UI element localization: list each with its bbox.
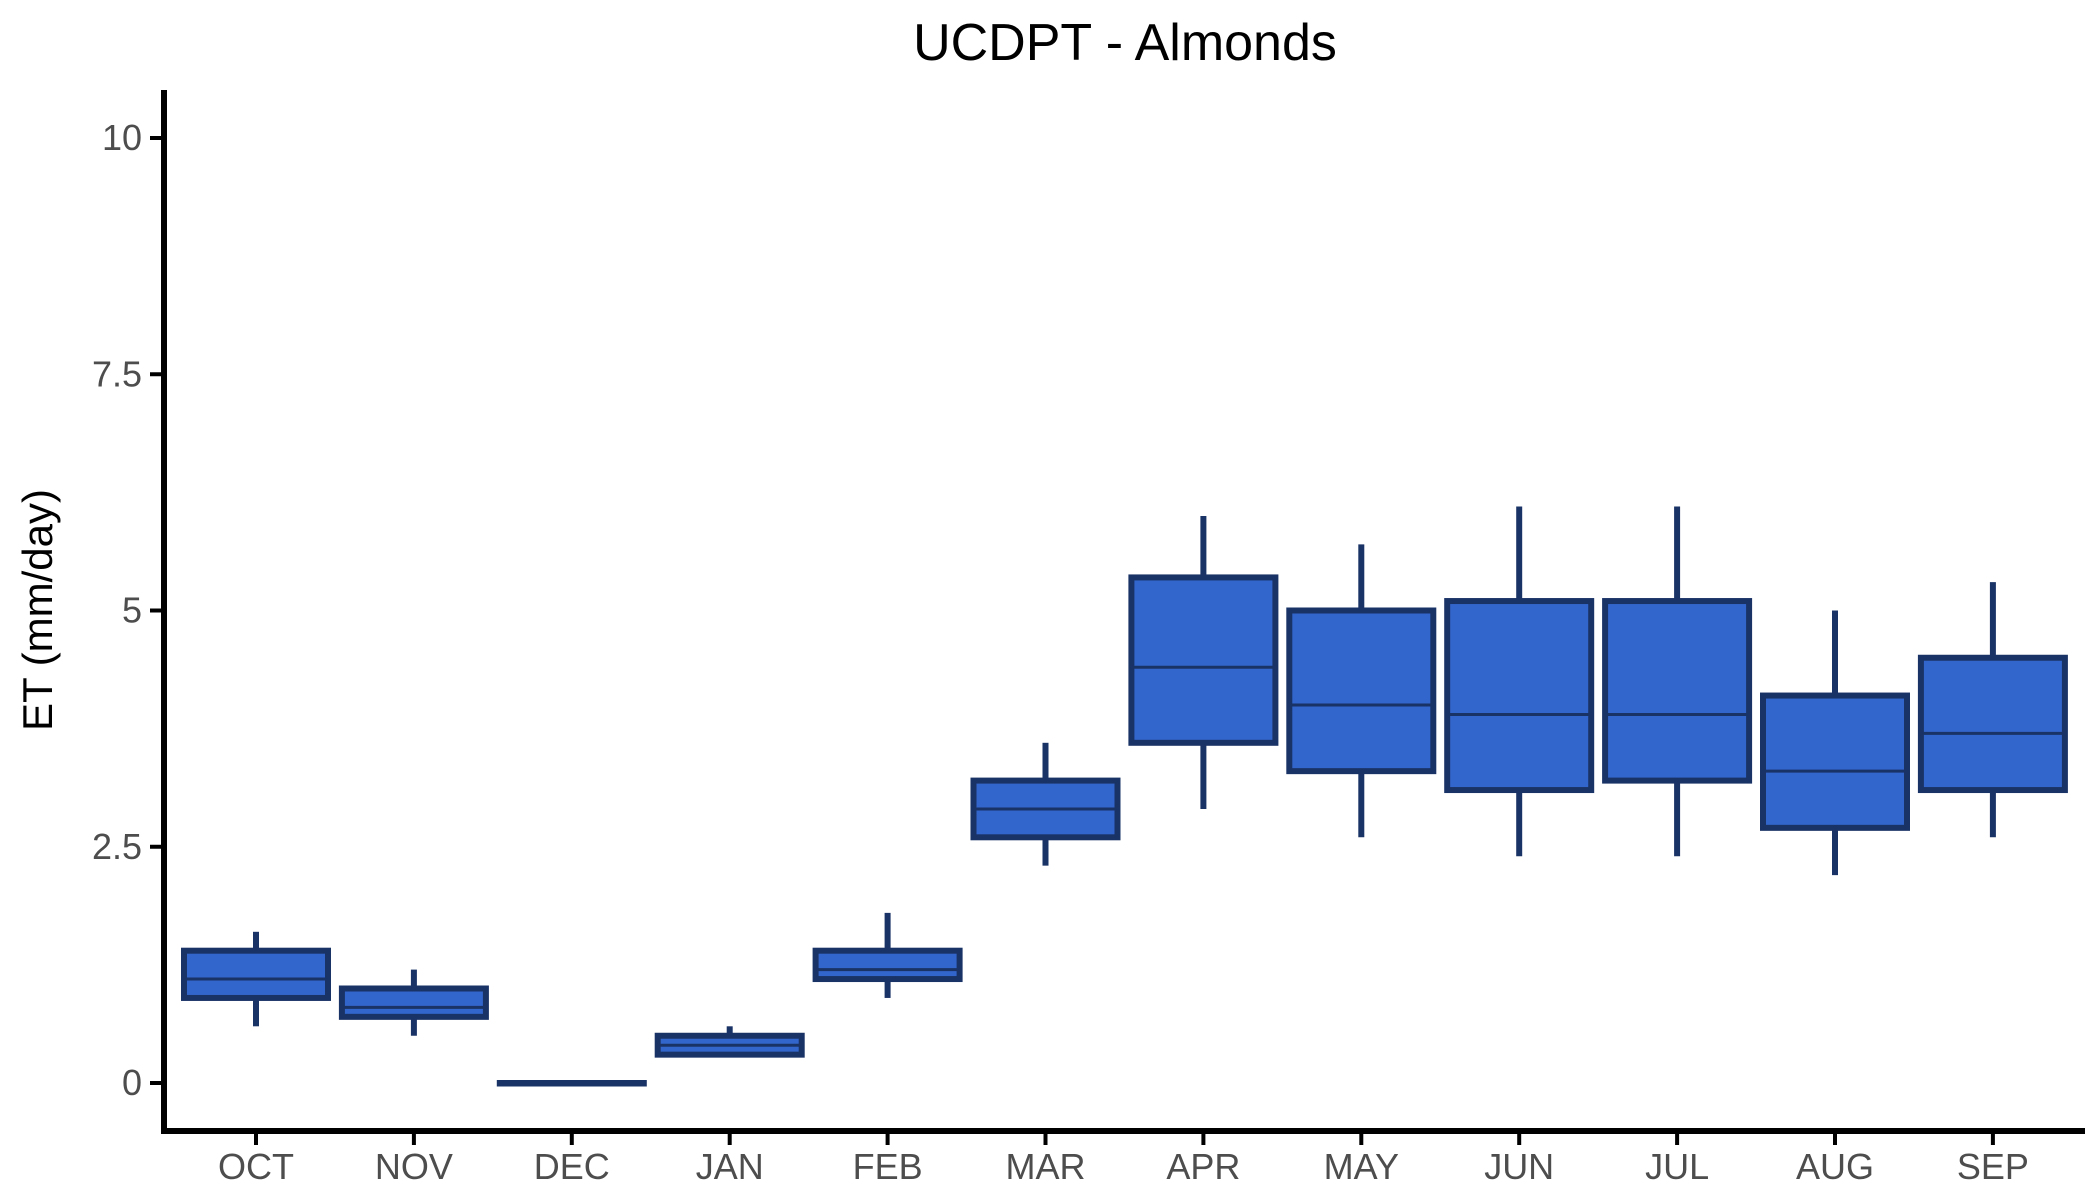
box-iqr [1602, 598, 1753, 784]
box-iqr [181, 947, 331, 1001]
box-mar [970, 742, 1121, 866]
x-tick-label: MAR [1006, 1146, 1086, 1187]
y-tick-label: 10 [102, 117, 142, 158]
x-tick-label: AUG [1796, 1146, 1874, 1187]
y-tick-label: 5 [122, 590, 142, 631]
box-iqr [1128, 574, 1279, 746]
box-iqr [1286, 607, 1437, 775]
box-apr [1128, 516, 1279, 809]
box-feb [812, 912, 963, 998]
x-tick-label: OCT [218, 1146, 294, 1187]
chart-title: UCDPT - Almonds [913, 14, 1337, 72]
box-nov [338, 969, 489, 1036]
x-tick-label: APR [1166, 1146, 1240, 1187]
box-iqr [338, 985, 489, 1020]
box-jun [1444, 506, 1595, 857]
box-may [1286, 544, 1437, 838]
x-tick-label: JAN [696, 1146, 764, 1187]
x-tick-label: DEC [534, 1146, 610, 1187]
y-tick-label: 0 [122, 1062, 142, 1103]
axes: 0 2.5 5 7.5 10 OCT NOV DEC JAN FEB MAR APR MAY JUN JUL… [92, 90, 2085, 1187]
x-tick-label: MAY [1324, 1146, 1399, 1187]
y-tick-label: 7.5 [92, 353, 142, 394]
box-oct [181, 931, 331, 1027]
box-jul [1602, 506, 1753, 857]
x-tick-label: FEB [853, 1146, 923, 1187]
box-aug [1760, 610, 1910, 876]
y-axis-label: ET (mm/day) [14, 489, 61, 731]
plot-area [181, 506, 2068, 1087]
box-iqr [1917, 654, 2068, 794]
x-tick-label: JUN [1484, 1146, 1554, 1187]
x-tick-label: JUL [1645, 1146, 1709, 1187]
box-jan [654, 1026, 805, 1058]
box-dec [496, 1080, 647, 1087]
box-sep [1917, 582, 2068, 838]
box-iqr [1444, 598, 1595, 794]
box-iqr [1760, 692, 1910, 831]
box-iqr [812, 947, 963, 983]
y-tick-label: 2.5 [92, 826, 142, 867]
x-tick-label: NOV [375, 1146, 453, 1187]
x-tick-label: SEP [1957, 1146, 2029, 1187]
